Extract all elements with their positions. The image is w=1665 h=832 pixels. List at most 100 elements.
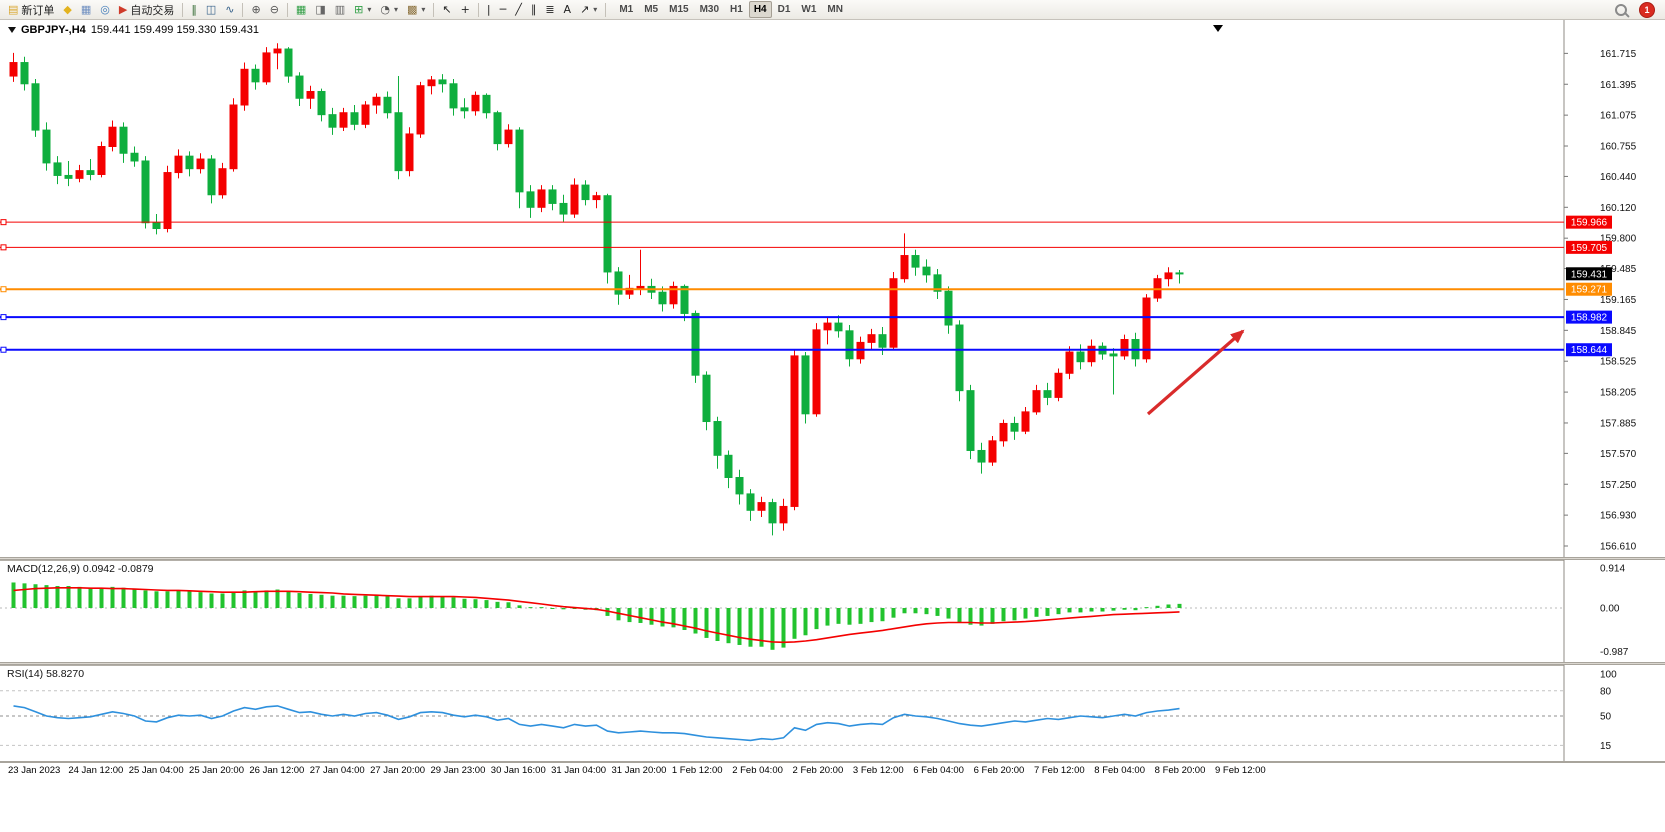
- zoom-in-button[interactable]: ⊕: [247, 0, 264, 19]
- macd-bar: [231, 592, 236, 608]
- notifications-badge[interactable]: 1: [1639, 1, 1655, 18]
- crosshair-button[interactable]: +: [457, 0, 474, 19]
- line-anchor-handle[interactable]: [0, 314, 7, 321]
- timeframe-button-m1[interactable]: M1: [619, 4, 634, 15]
- rsi-axis-label: 100: [1600, 670, 1617, 681]
- candlestick-chart-button[interactable]: ◫: [202, 0, 220, 19]
- candle: [42, 129, 51, 164]
- market-watch-button[interactable]: ◆: [59, 0, 75, 19]
- line-chart-icon: ∿: [225, 3, 235, 16]
- timeframe-button-m30[interactable]: M30: [699, 4, 720, 15]
- candle: [141, 160, 150, 224]
- time-axis-label: 30 Jan 16:00: [490, 765, 546, 776]
- candle: [911, 255, 920, 268]
- line-anchor-handle[interactable]: [0, 346, 7, 353]
- arrange-horizontal-button[interactable]: ▥: [331, 0, 349, 19]
- candle: [207, 158, 216, 196]
- macd-bar: [55, 586, 60, 608]
- macd-bar: [154, 591, 159, 608]
- tile-windows-button[interactable]: ▦: [292, 0, 310, 19]
- price-chart-canvas[interactable]: 161.715 161.395 161.075 160.755 160.440 160.1…: [0, 20, 1665, 557]
- candle: [900, 255, 909, 280]
- macd-scale[interactable]: [1564, 560, 1665, 662]
- timeframe-button-d1[interactable]: D1: [777, 4, 791, 15]
- timeframe-button-mn[interactable]: MN: [827, 4, 843, 15]
- candle: [427, 79, 436, 87]
- arrows-button[interactable]: ↗ ▾: [576, 0, 601, 19]
- timeframe-button-m15[interactable]: M15: [669, 4, 689, 15]
- panel-divider[interactable]: [0, 557, 1665, 560]
- arrange-horizontal-icon: ▥: [334, 3, 346, 16]
- autotrading-button[interactable]: ▶ 自动交易: [115, 0, 178, 19]
- candle: [658, 291, 667, 305]
- macd-bar: [33, 584, 38, 608]
- trend-arrow-annotation[interactable]: [1146, 329, 1245, 416]
- timeframe-button-m5[interactable]: M5: [644, 4, 659, 15]
- periods-button[interactable]: ◔ ▾: [376, 0, 402, 19]
- candle: [240, 68, 249, 106]
- macd-bar: [264, 590, 269, 608]
- macd-bar: [88, 587, 93, 608]
- candle: [1076, 351, 1085, 363]
- macd-bar: [429, 595, 434, 608]
- rsi-line: [13, 705, 1180, 742]
- time-axis-label: 7 Feb 12:00: [1033, 765, 1085, 776]
- time-axis-label: 23 Jan 2023: [8, 765, 61, 776]
- time-axis[interactable]: 23 Jan 2023 24 Jan 12:00 25 Jan 04:00 25 Ja…: [0, 763, 1665, 780]
- candle: [1142, 297, 1151, 360]
- macd-canvas[interactable]: 0.914 0.00 -0.987: [0, 560, 1665, 662]
- candle: [988, 440, 997, 463]
- line-anchor-handle[interactable]: [0, 286, 7, 293]
- navigator-button[interactable]: ◎: [96, 0, 114, 19]
- main-toolbar: ▤ 新订单 ◆ ▦ ◎ ▶ 自动交易 ‖ ◫ ∿ ⊕ ⊖ ▦ ◨ ▥ ⊞ ▾ ◔ ▾ ▩ ▾ ↖ + | ─ ╱ ∥ ≣ A ↗ ▾ M1 M5…: [0, 0, 1665, 20]
- zoom-out-button[interactable]: ⊖: [266, 0, 283, 19]
- line-anchor-handle[interactable]: [0, 219, 7, 226]
- indicators-button[interactable]: ⊞ ▾: [350, 0, 375, 19]
- line-anchor-handle[interactable]: [0, 244, 7, 251]
- panel-divider[interactable]: [0, 662, 1665, 665]
- macd-bar: [143, 590, 148, 608]
- fibonacci-button[interactable]: ≣: [541, 0, 558, 19]
- templates-button[interactable]: ▩ ▾: [403, 0, 429, 19]
- vertical-line-button[interactable]: |: [483, 0, 495, 19]
- indicators-icon: ⊞: [354, 3, 364, 16]
- panel-divider[interactable]: [0, 761, 1665, 763]
- arrange-vertical-button[interactable]: ◨: [311, 0, 329, 19]
- autotrading-button-label: 自动交易: [130, 4, 175, 17]
- timeframe-button-w1[interactable]: W1: [801, 4, 817, 15]
- macd-bar: [946, 608, 951, 619]
- trendline-button[interactable]: ╱: [511, 0, 526, 19]
- cursor-button[interactable]: ↖: [438, 0, 455, 19]
- candle: [889, 278, 898, 348]
- horizontal-line-button[interactable]: ─: [496, 0, 511, 19]
- rsi-canvas[interactable]: 100 80 50 15: [0, 665, 1665, 761]
- macd-bar: [1056, 608, 1061, 615]
- line-chart-button[interactable]: ∿: [221, 0, 238, 19]
- macd-bar: [869, 608, 874, 623]
- candle: [603, 195, 612, 273]
- data-window-button[interactable]: ▦: [77, 0, 95, 19]
- one-click-trading-toggle-icon[interactable]: [8, 27, 16, 33]
- timeframe-button-h1[interactable]: H1: [730, 4, 743, 15]
- rsi-scale[interactable]: [1564, 665, 1665, 761]
- time-axis-label: 1 Feb 12:00: [671, 765, 723, 776]
- macd-bar: [726, 608, 731, 644]
- bar-chart-button[interactable]: ‖: [187, 0, 201, 19]
- macd-bar: [110, 586, 115, 608]
- text-button[interactable]: A: [560, 0, 576, 19]
- new-order-button[interactable]: ▤ 新订单: [4, 0, 58, 19]
- time-axis-label: 25 Jan 04:00: [128, 765, 184, 776]
- price-axis-label: 158.845: [1600, 326, 1637, 337]
- macd-bar: [1067, 608, 1072, 613]
- channel-button[interactable]: ∥: [527, 0, 541, 19]
- time-axis-label: 2 Feb 20:00: [792, 765, 844, 776]
- search-button[interactable]: [1611, 0, 1631, 19]
- timeframe-button-h4[interactable]: H4: [748, 1, 772, 18]
- chart-shift-marker[interactable]: [1213, 25, 1223, 32]
- arrow-object-icon: ↗: [580, 3, 590, 16]
- candle: [537, 189, 546, 208]
- candle: [724, 454, 733, 478]
- candlestick-icon: ◫: [205, 3, 217, 16]
- candle: [75, 170, 84, 179]
- candle: [713, 421, 722, 456]
